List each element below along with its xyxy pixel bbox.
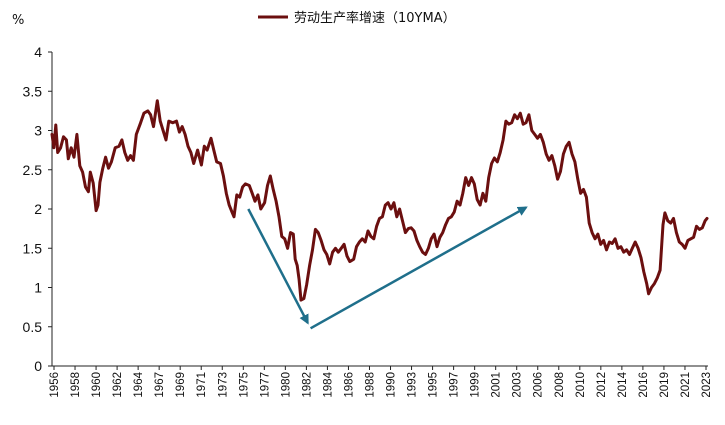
y-tick-label: 1 (34, 280, 42, 296)
x-tick-label: 1969 (175, 372, 187, 398)
y-axis: 0 0.5 1 1.5 2 2.5 3 3.5 4 (23, 44, 53, 374)
trend-arrow-1 (309, 206, 528, 330)
x-axis: 1956 1958 1960 1962 1964 1967 1969 1971 1973 1975… (49, 365, 713, 398)
y-tick-label: 3.5 (23, 83, 43, 99)
x-tick-label: 2012 (596, 372, 608, 398)
x-tick-label: 1964 (133, 371, 145, 397)
x-tick-label: 1982 (301, 372, 313, 398)
series-group (50, 99, 709, 302)
x-tick-label: 1960 (91, 372, 103, 398)
x-tick-label: 1993 (407, 372, 419, 398)
x-tick-label: 1995 (428, 372, 440, 398)
trend-arrow-0 (247, 208, 309, 325)
trend-arrows (247, 206, 528, 330)
x-tick-label: 1967 (154, 372, 166, 398)
x-tick-label: 1986 (343, 372, 355, 398)
y-tick-label: 2.5 (23, 162, 43, 178)
x-tick-label: 1975 (238, 372, 250, 398)
x-tick-label: 2006 (533, 372, 545, 398)
legend: 劳动生产率增速（10YMA） (258, 10, 456, 26)
x-tick-label: 1973 (217, 372, 229, 398)
x-tick-label: 2001 (491, 372, 503, 398)
x-tick-label: 1999 (470, 372, 482, 398)
x-tick-label: 2008 (554, 372, 566, 398)
x-tick-label: 2003 (512, 372, 524, 398)
x-tick-label: 1962 (112, 372, 124, 398)
y-tick-label: 3 (34, 123, 42, 139)
y-tick-label: 2 (34, 201, 42, 217)
y-tick-label: 0 (34, 358, 42, 374)
x-tick-label: 1956 (49, 372, 61, 398)
x-tick-label: 2023 (701, 372, 713, 398)
x-tick-label: 1980 (280, 372, 292, 398)
x-tick-label: 2016 (638, 372, 650, 398)
x-tick-label: 1988 (364, 372, 376, 398)
x-tick-label: 2010 (575, 372, 587, 398)
x-tick-label: 1997 (449, 372, 461, 398)
x-tick-label: 2021 (680, 372, 692, 398)
x-tick-label: 2014 (617, 371, 629, 397)
x-tick-label: 1984 (322, 371, 334, 397)
y-tick-label: 0.5 (23, 319, 43, 335)
x-tick-label: 2019 (659, 372, 671, 398)
x-tick-label: 1977 (259, 372, 271, 398)
legend-label: 劳动生产率增速（10YMA） (294, 10, 456, 26)
x-tick-label: 1958 (70, 372, 82, 398)
y-unit-label: % (12, 13, 24, 28)
series-line-0 (50, 99, 709, 302)
x-tick-label: 1990 (386, 372, 398, 398)
y-tick-label: 4 (34, 44, 42, 60)
x-tick-label: 1971 (196, 372, 208, 398)
y-tick-label: 1.5 (23, 240, 43, 256)
